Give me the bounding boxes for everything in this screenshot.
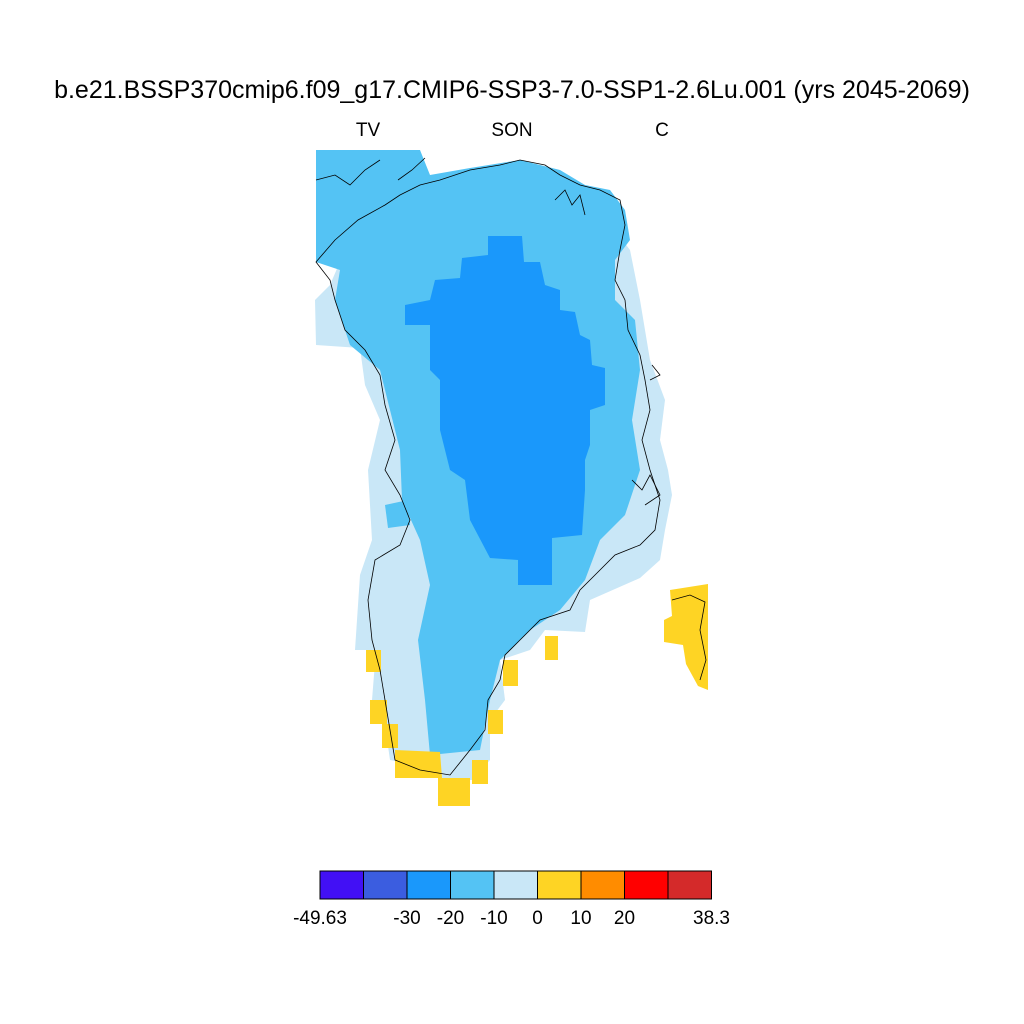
colorbar-tick-label: 38.3 [693, 908, 730, 929]
colorbar-tick-label: -20 [437, 908, 464, 929]
colorbar-labels: -49.63 -30 -20 -10 0 10 20 38.3 [293, 908, 730, 929]
subtitle-units: C [655, 120, 669, 141]
colorbar-box [363, 870, 408, 900]
colorbar-box [667, 870, 712, 900]
colorbar-box [319, 870, 364, 900]
colorbar-box [624, 870, 669, 900]
colorbar-tick-label: 10 [570, 908, 591, 929]
colorbar-boxes [319, 870, 712, 900]
colorbar-tick-label: -30 [393, 908, 420, 929]
region-slight-warming [366, 584, 708, 806]
region-strong-cooling [405, 236, 605, 585]
region-moderate-cooling-west [385, 500, 410, 528]
plot-title: b.e21.BSSP370cmip6.f09_g17.CMIP6-SSP3-7.… [54, 76, 970, 104]
colorbar-box [450, 870, 495, 900]
colorbar-box [537, 870, 582, 900]
colorbar-tick-label: 20 [614, 908, 635, 929]
colorbar-box [406, 870, 451, 900]
colorbar-tick-label: -49.63 [293, 908, 347, 929]
subtitle-variable: TV [355, 120, 381, 141]
colorbar-box [580, 870, 625, 900]
coastline [315, 157, 707, 776]
subtitle-season: SON [491, 120, 533, 141]
colorbar-box [493, 870, 538, 900]
colorbar-tick-label: 0 [532, 908, 543, 929]
colorbar-tick-label: -10 [480, 908, 507, 929]
